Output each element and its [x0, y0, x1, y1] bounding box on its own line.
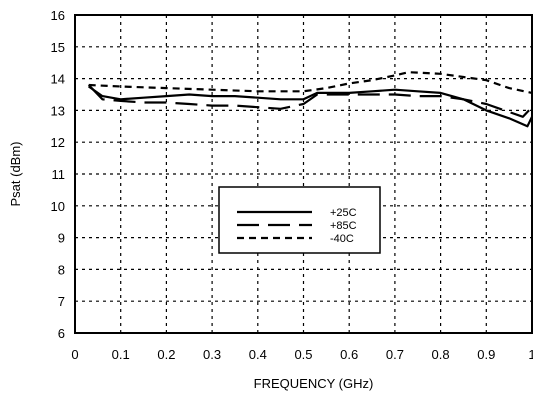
legend-box — [218, 186, 381, 254]
y-tick-label: 10 — [51, 199, 65, 214]
x-tick-label: 0.2 — [157, 347, 175, 362]
x-tick-label: 0 — [71, 347, 78, 362]
grid — [75, 15, 532, 333]
y-tick-label: 15 — [51, 40, 65, 55]
x-axis-title: FREQUENCY (GHz) — [254, 376, 374, 391]
x-tick-label: 0.4 — [249, 347, 267, 362]
x-tick-label: 0.8 — [432, 347, 450, 362]
x-tick-label: 0.6 — [340, 347, 358, 362]
y-tick-label: 13 — [51, 103, 65, 118]
legend-label: +25C — [330, 207, 357, 219]
x-tick-label: 1 — [528, 347, 533, 362]
legend-label: -40C — [330, 233, 354, 245]
x-tick-label: 0.3 — [203, 347, 221, 362]
x-tick-label: 0.9 — [477, 347, 495, 362]
y-tick-label: 7 — [58, 294, 65, 309]
x-tick-label: 0.5 — [294, 347, 312, 362]
x-tick-label: 0.1 — [112, 347, 130, 362]
plot-frame — [74, 14, 533, 334]
y-tick-label: 16 — [51, 8, 65, 23]
y-tick-label: 14 — [51, 72, 65, 87]
x-tick-label: 0.7 — [386, 347, 404, 362]
y-tick-label: 12 — [51, 135, 65, 150]
y-tick-label: 9 — [58, 231, 65, 246]
x-tick-labels: 0 0.1 0.2 0.3 0.4 0.5 0.6 0.7 0.8 0.9 1 — [71, 347, 533, 362]
series-line — [88, 71, 533, 94]
y-tick-label: 8 — [58, 262, 65, 277]
y-tick-labels: 6 7 8 9 10 11 12 13 14 15 16 — [51, 8, 65, 341]
series-line — [88, 85, 533, 128]
series-lines — [87, 71, 533, 128]
y-tick-label: 11 — [52, 167, 66, 182]
legend-label: +85C — [330, 220, 357, 232]
y-tick-label: 6 — [58, 326, 65, 341]
legend: +25C+85C-40C — [218, 186, 381, 254]
series-line — [87, 84, 533, 118]
y-axis-title: Psat (dBm) — [8, 141, 23, 206]
